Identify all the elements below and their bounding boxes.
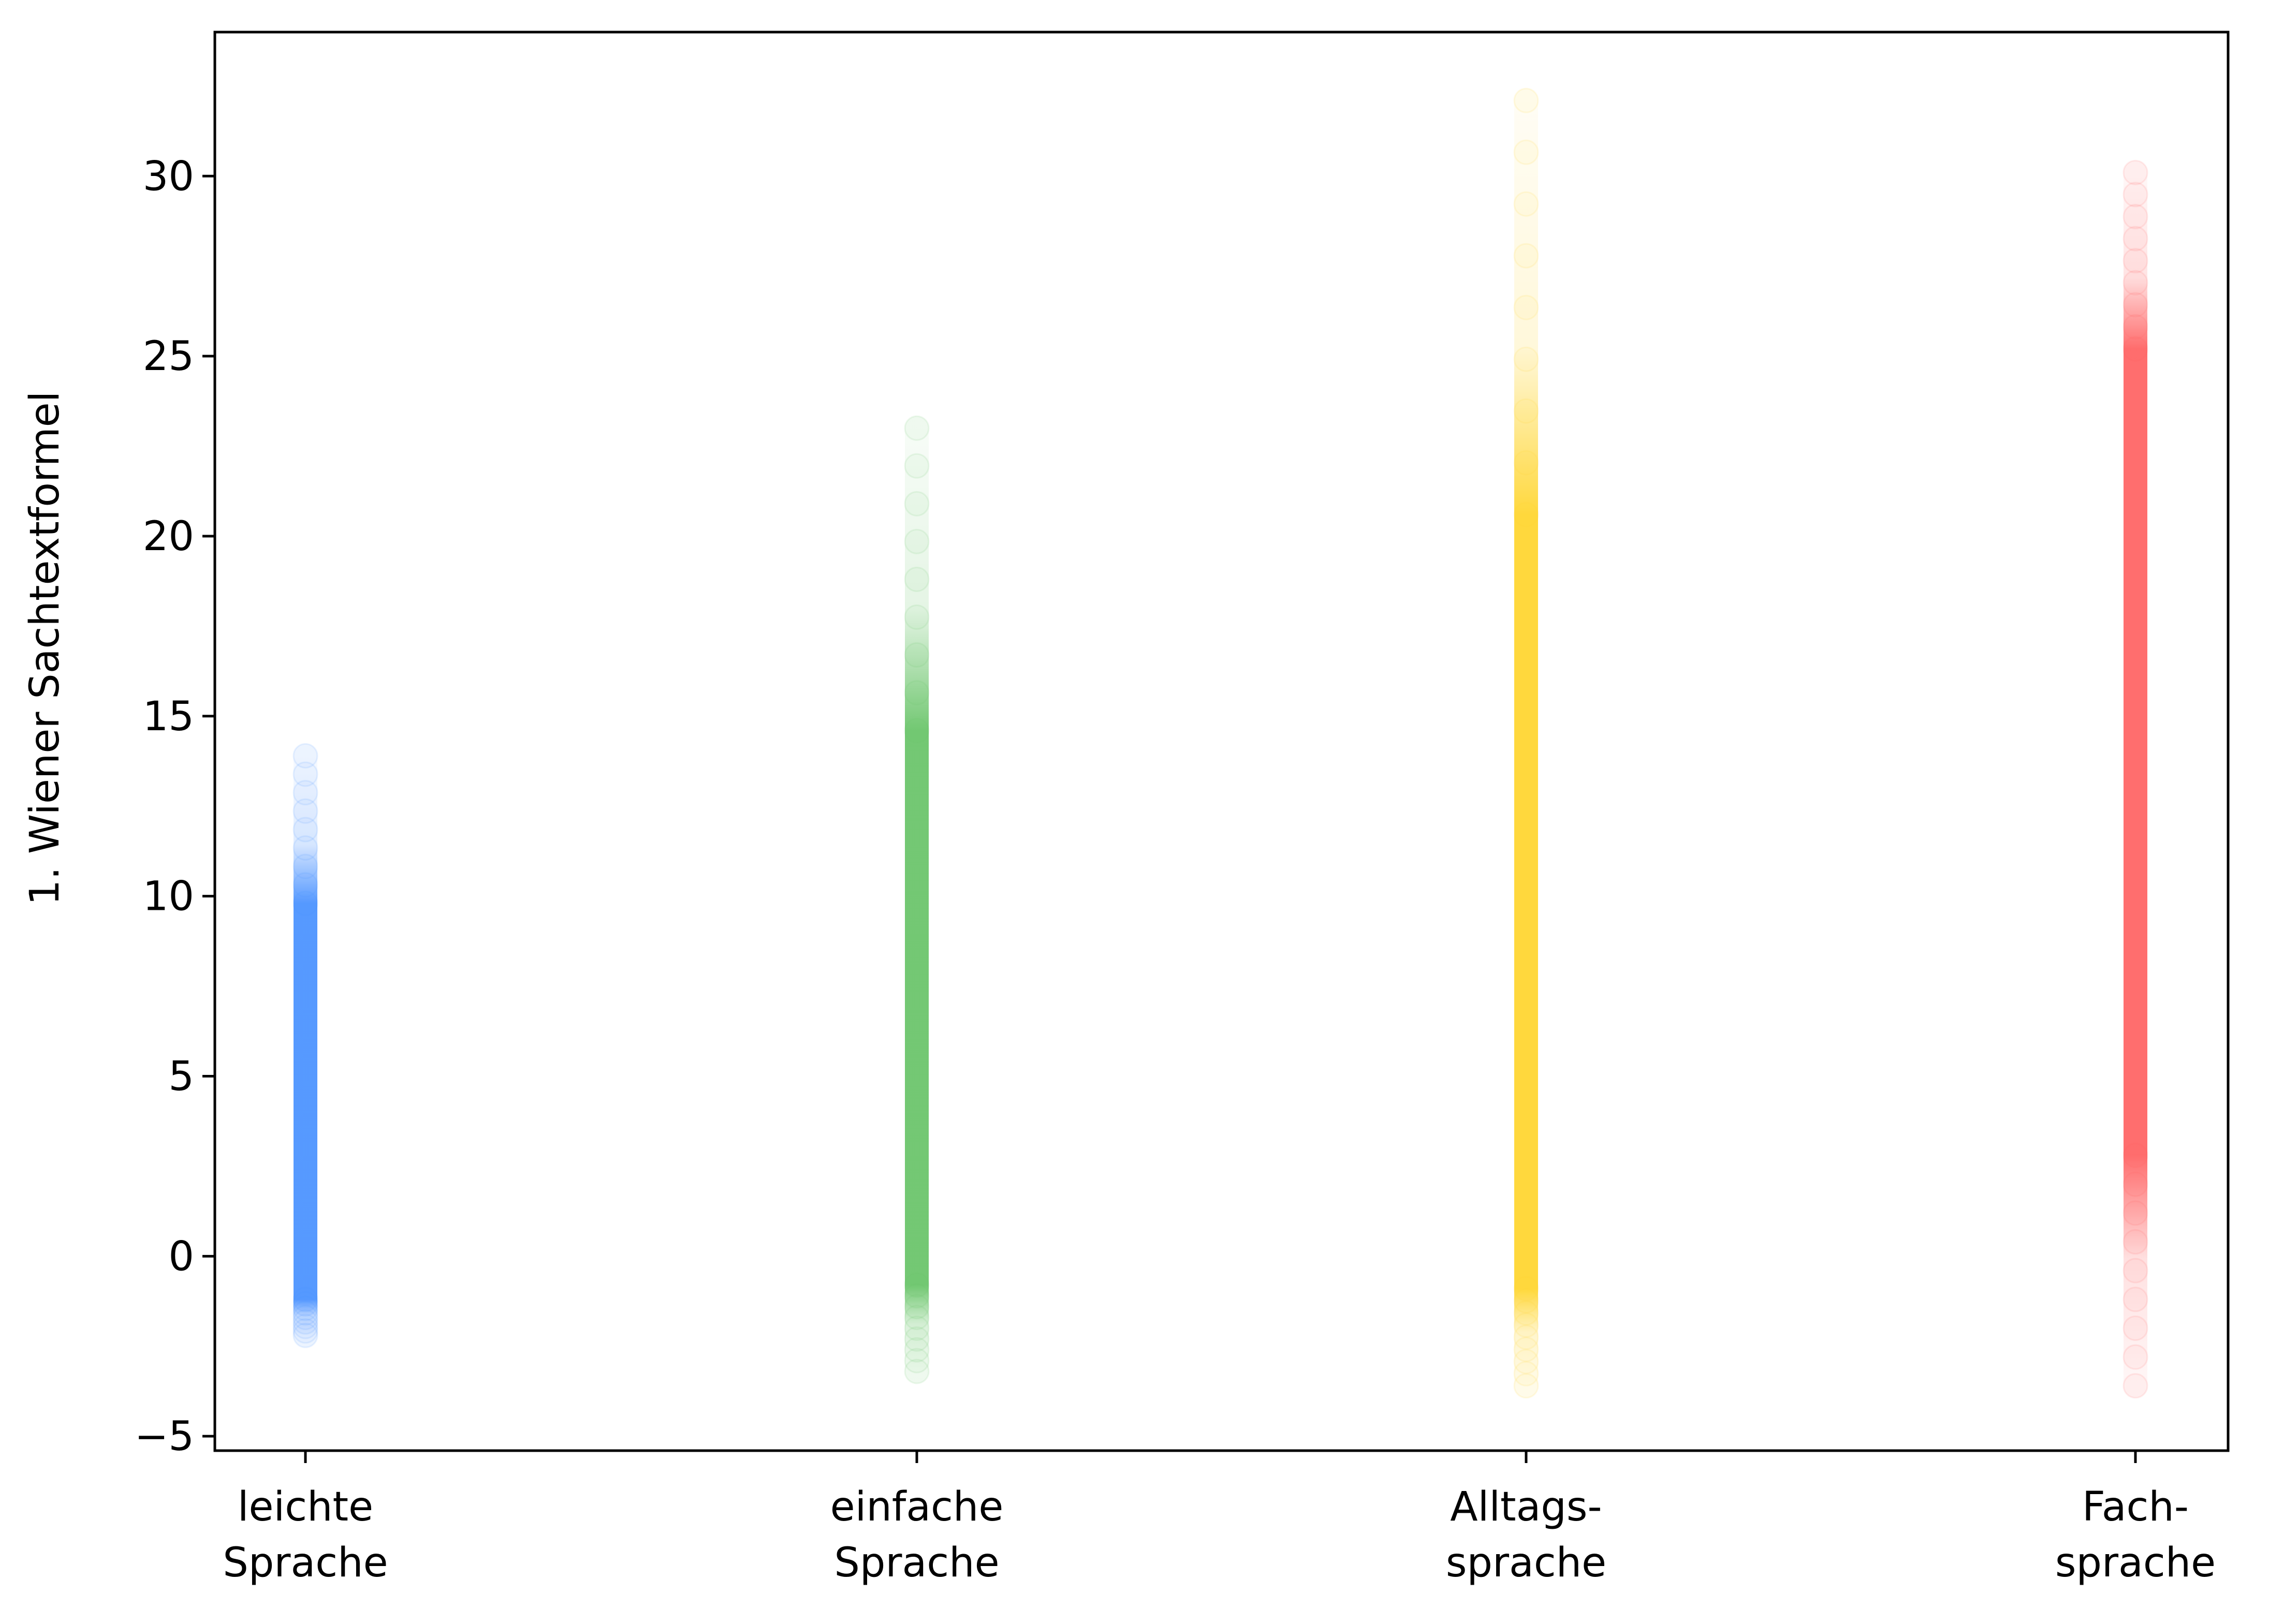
y-tick-label: 15 [143, 693, 194, 740]
outlier-point [292, 1295, 318, 1321]
outlier-point [292, 1287, 318, 1312]
outlier-point [2122, 204, 2148, 230]
outlier-point [292, 798, 318, 824]
outlier-point [2122, 314, 2148, 340]
x-tick-label: einfache Sprache [830, 1484, 1004, 1586]
outlier-point [2122, 1229, 2148, 1255]
strip-series-3 [1514, 88, 1538, 1398]
outlier-point [2122, 182, 2148, 208]
outlier-point [2122, 270, 2148, 296]
outlier-point [904, 1326, 930, 1352]
outlier-point [292, 743, 318, 769]
outlier-point [292, 835, 318, 861]
outlier-point [292, 891, 318, 917]
outlier-point [292, 1313, 318, 1339]
outlier-point [1513, 1361, 1539, 1386]
outlier-point [904, 1294, 930, 1320]
data-marks [292, 87, 2148, 1399]
outlier-point [1513, 398, 1539, 424]
outlier-point [1513, 1276, 1539, 1302]
outlier-point [2122, 1143, 2148, 1169]
outlier-point [292, 1291, 318, 1317]
outlier-point [904, 1305, 930, 1331]
outlier-point [292, 761, 318, 787]
outlier-point [2122, 1287, 2148, 1312]
x-tick-label: Alltags-sprache [1446, 1484, 1606, 1586]
outlier-point [2122, 1344, 2148, 1370]
outlier-point [292, 1305, 318, 1331]
outlier-point [1513, 191, 1539, 217]
outlier-point [292, 780, 318, 806]
outlier-point [904, 528, 930, 554]
outlier-point [292, 1300, 318, 1326]
outlier-point [292, 853, 318, 879]
y-tick-label: 0 [168, 1233, 194, 1280]
outlier-point [292, 817, 318, 843]
x-axis: leichte Sprache einfache Sprache Alltags-spr… [223, 1451, 2216, 1586]
outlier-point [904, 415, 930, 441]
outlier-point [904, 1283, 930, 1309]
strip-series-1 [294, 744, 317, 1348]
outlier-point [292, 1318, 318, 1344]
outlier-point [904, 1272, 930, 1298]
outlier-point [904, 604, 930, 630]
outlier-point [1513, 1300, 1539, 1326]
y-tick-label: −5 [135, 1413, 194, 1460]
outlier-point [1513, 1324, 1539, 1350]
outlier-point [904, 491, 930, 516]
outlier-point [904, 1315, 930, 1341]
outlier-point [904, 1348, 930, 1374]
outlier-point [904, 1359, 930, 1384]
outlier-point [2122, 1315, 2148, 1341]
outlier-point [1513, 450, 1539, 476]
x-tick-label: leichte Sprache [223, 1484, 388, 1586]
outlier-point [292, 1322, 318, 1348]
outlier-point [2122, 1171, 2148, 1197]
outlier-point [2122, 1258, 2148, 1283]
outlier-point [1513, 1373, 1539, 1399]
outlier-point [1513, 139, 1539, 165]
outlier-point [904, 680, 930, 706]
outlier-point [292, 1309, 318, 1335]
outlier-point [1513, 1288, 1539, 1313]
outlier-point [1513, 1349, 1539, 1375]
y-tick-label: 20 [143, 513, 194, 560]
strip-series-2 [905, 416, 929, 1383]
outlier-point [2122, 336, 2148, 362]
outlier-point [2122, 159, 2148, 185]
x-tick-label: Fach-sprache [2055, 1484, 2216, 1586]
outlier-point [904, 642, 930, 668]
y-tick-label: 30 [143, 153, 194, 200]
outlier-point [2122, 292, 2148, 318]
outlier-point [904, 1337, 930, 1363]
strip-series-4 [2124, 160, 2147, 1398]
outlier-point [292, 872, 318, 898]
outlier-point [2122, 226, 2148, 252]
y-axis: −5 0 5 10 15 20 25 30 [135, 153, 215, 1460]
outlier-point [904, 453, 930, 479]
outlier-point [904, 566, 930, 592]
outlier-point [1513, 243, 1539, 269]
outlier-point [2122, 1200, 2148, 1226]
y-tick-label: 5 [168, 1053, 194, 1100]
y-tick-label: 25 [143, 333, 194, 380]
plot-frame [213, 31, 2230, 1452]
outlier-point [2122, 1373, 2148, 1399]
outlier-point [1513, 294, 1539, 320]
outlier-point [1513, 1312, 1539, 1338]
y-axis-label: 1. Wiener Sachtextformel [22, 391, 68, 906]
outlier-point [1513, 501, 1539, 527]
outlier-point [1513, 87, 1539, 113]
outlier-point [1513, 1336, 1539, 1362]
outlier-point [904, 718, 930, 744]
y-tick-label: 10 [143, 874, 194, 920]
outlier-point [1513, 346, 1539, 372]
outlier-point [2122, 248, 2148, 274]
